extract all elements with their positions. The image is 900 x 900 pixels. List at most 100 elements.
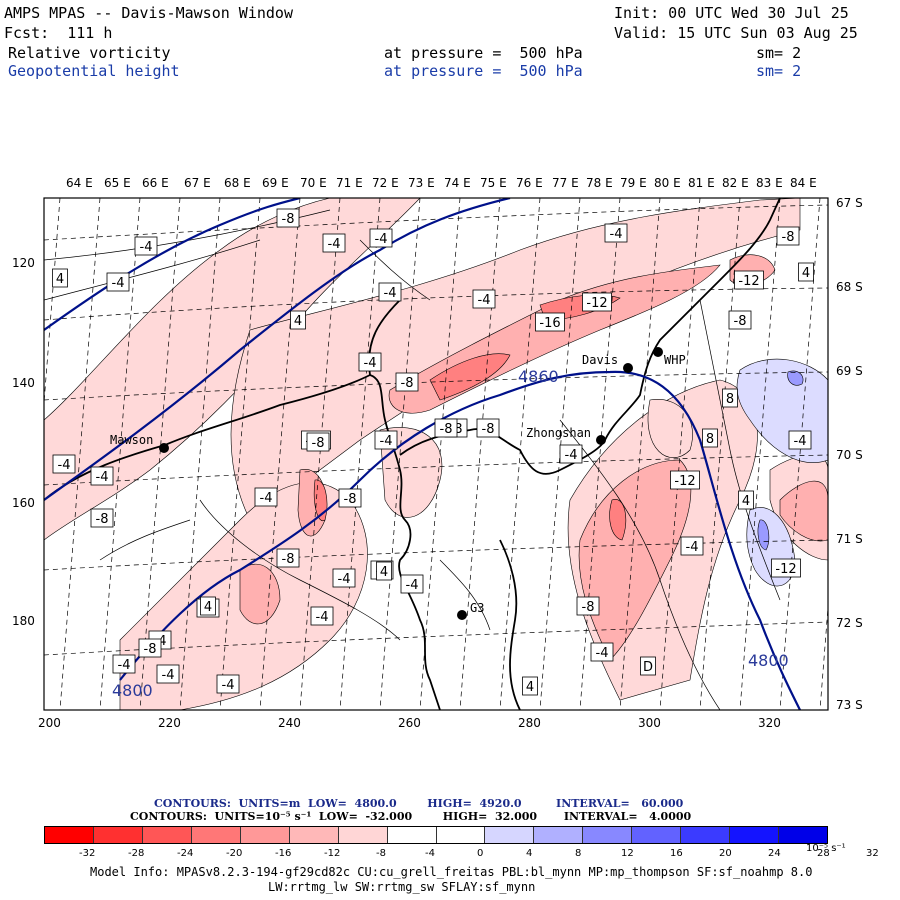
vorticity-contour-label: 4: [380, 565, 388, 580]
vorticity-label-box: [722, 388, 738, 408]
vorticity-contour-label: 4: [294, 314, 302, 329]
lat-label: 73 S: [836, 698, 863, 712]
valid-time: Valid: 15 UTC Sun 03 Aug 25: [614, 24, 858, 42]
vorticity-label-box: [358, 352, 382, 372]
vorticity-contour-label: -4: [406, 578, 419, 593]
vorticity-contour-label: 4: [204, 600, 212, 615]
station-label-davis: Davis: [582, 353, 618, 367]
height-contour-label: 4860: [518, 367, 559, 386]
colorbar-swatch: [632, 827, 682, 843]
vorticity-label-box: [378, 282, 402, 302]
vorticity-label-box: [200, 596, 216, 616]
colorbar-tick-label: -32: [79, 848, 96, 859]
vorticity-contour-label: D: [643, 660, 653, 675]
colorbar-tick-label: -20: [226, 848, 243, 859]
colorbar: [44, 826, 828, 844]
lat-label: 71 S: [836, 532, 863, 546]
vorticity-label-box: [290, 310, 306, 330]
colorbar-tick-label: 32: [866, 848, 879, 859]
height-contours: [44, 198, 801, 710]
lon-label: 82 E: [722, 176, 749, 190]
colorbar-units: 10⁻⁵ s⁻¹: [806, 843, 846, 854]
vorticity-contour-label: -4: [118, 658, 131, 673]
map-fields: [44, 198, 828, 710]
lat-label: 68 S: [836, 280, 863, 294]
colorbar-tick-label: -28: [128, 848, 145, 859]
vorticity-label-box: [332, 568, 356, 588]
lon-label: 75 E: [480, 176, 507, 190]
vorticity-contour-label: -12: [738, 274, 759, 289]
height-contour-label: 4800: [112, 681, 153, 700]
vorticity-label-box: [216, 674, 240, 694]
vorticity-contour-label: 4: [526, 680, 534, 695]
vorticity-contour-label: -8: [344, 492, 357, 507]
x-tick-label: 300: [638, 716, 661, 730]
vorticity-contour-label: -8: [96, 512, 109, 527]
vorticity-contour-label: -4: [316, 610, 329, 625]
vorticity-contour-label: -4: [596, 646, 609, 661]
vorticity-contour-label: -4: [328, 237, 341, 252]
vorticity-label-box: [476, 418, 500, 438]
vorticity-contour-label: 4: [56, 272, 64, 287]
vorticity-contour-label: 8: [726, 392, 734, 407]
station-marker-davis[interactable]: [623, 363, 633, 373]
colorbar-tick-label: 28: [817, 848, 830, 859]
lon-label: 81 E: [688, 176, 715, 190]
station-label-whp: WHP: [664, 353, 686, 367]
y-tick-label: 160: [12, 496, 35, 510]
vorticity-label-box: [254, 487, 278, 507]
vorticity-label-box: [138, 638, 162, 658]
forecast-hour: Fcst: 111 h: [4, 24, 113, 42]
model-info-line2: LW:rrtmg_lw SW:rrtmg_sw SFLAY:sf_mynn: [268, 880, 536, 894]
station-marker-mawson[interactable]: [159, 443, 169, 453]
vorticity-label-box: [134, 236, 158, 256]
vorticity-contour-label: -4: [686, 540, 699, 555]
lon-label: 64 E: [66, 176, 93, 190]
colorbar-tick-label: -8: [376, 848, 386, 859]
vorticity-label-box: [670, 470, 700, 490]
vorticity-contour-label: 8: [706, 432, 714, 447]
vorticity-contour-label: -4: [222, 678, 235, 693]
vorticity-label-box: [640, 656, 656, 676]
vorticity-label-box: [776, 226, 800, 246]
vorticity-label-box: [90, 508, 114, 528]
vorticity-label-box: [112, 654, 136, 674]
station-label-zhongshan: Zhongshan: [526, 426, 591, 440]
colorbar-swatch: [142, 827, 192, 843]
colorbar-tick-label: -12: [324, 848, 341, 859]
colorbar-tick-label: 0: [477, 848, 484, 859]
vorticity-contour-label: -4: [610, 227, 623, 242]
vorticity-label-box: [535, 312, 565, 332]
vorticity-contour-label: -8: [282, 552, 295, 567]
x-tick-label: 280: [518, 716, 541, 730]
colorbar-swatch: [338, 827, 388, 843]
vorticity-contour-label: -4: [260, 491, 273, 506]
colorbar-swatch: [93, 827, 143, 843]
x-tick-label: 260: [398, 716, 421, 730]
vorticity-label-box: [728, 310, 752, 330]
colorbar-swatch: [583, 827, 633, 843]
colorbar-tick-label: 4: [526, 848, 533, 859]
colorbar-swatch: [779, 827, 827, 843]
vorticity-label-box: [559, 444, 583, 464]
y-tick-label: 120: [12, 256, 35, 270]
colorbar-swatch: [289, 827, 339, 843]
init-time: Init: 00 UTC Wed 30 Jul 25: [614, 4, 849, 22]
lat-label: 69 S: [836, 364, 863, 378]
vorticity-label-box: [306, 432, 330, 452]
x-tick-label: 200: [38, 716, 61, 730]
station-marker-zhongshan[interactable]: [596, 435, 606, 445]
colorbar-tick-label: 16: [670, 848, 683, 859]
lon-label: 70 E: [300, 176, 327, 190]
y-tick-label: 180: [12, 614, 35, 628]
lon-label: 76 E: [516, 176, 543, 190]
vorticity-contour-label: 4: [802, 266, 810, 281]
vorticity-label-box: [576, 596, 600, 616]
station-marker-g3[interactable]: [457, 610, 467, 620]
station-markers: [159, 347, 663, 620]
colorbar-swatch: [191, 827, 241, 843]
vorticity-label-box: [590, 642, 614, 662]
station-marker-whp[interactable]: [653, 347, 663, 357]
colorbar-tick-label: 24: [768, 848, 781, 859]
vorticity-label-box: [90, 466, 114, 486]
